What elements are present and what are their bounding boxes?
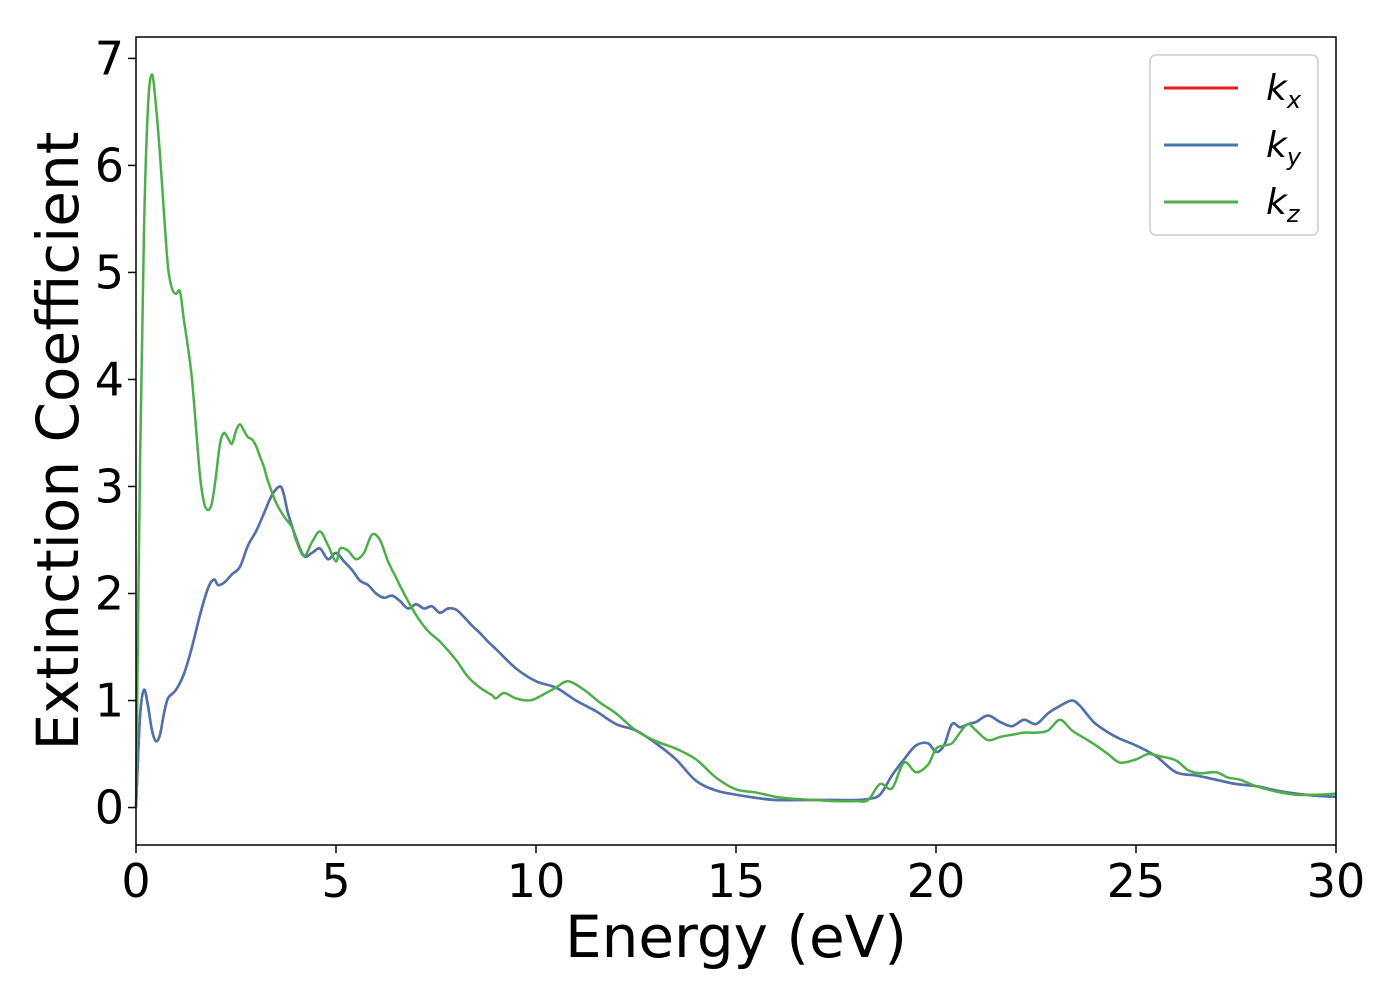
x-tick-label: 0 (121, 854, 150, 908)
y-tick-label: 7 (95, 31, 124, 85)
y-axis-label: Extinction Coefficient (24, 132, 92, 751)
y-tick-label: 5 (95, 245, 124, 299)
y-tick-label: 6 (95, 138, 124, 192)
legend-label-kx: kx (1266, 68, 1302, 114)
x-axis-label: Energy (eV) (565, 903, 907, 971)
y-tick-label: 2 (95, 567, 124, 621)
y-tick-label: 3 (95, 459, 124, 513)
y-tick-label: 1 (95, 674, 124, 728)
legend-label-ky: ky (1266, 125, 1302, 171)
series-layer (134, 73, 1337, 808)
x-tick-label: 30 (1307, 854, 1366, 908)
x-tick-label: 10 (507, 854, 566, 908)
y-axis-ticks: 0 1 2 3 4 5 6 7 (95, 31, 136, 835)
series-line-ky (134, 485, 1337, 808)
y-tick-label: 4 (95, 352, 124, 406)
legend: kx ky kz (1149, 54, 1319, 236)
x-axis-ticks: 0 5 10 15 20 25 30 (121, 845, 1365, 908)
x-tick-label: 15 (707, 854, 766, 908)
legend-label-kz: kz (1266, 182, 1301, 228)
x-tick-label: 20 (907, 854, 966, 908)
series-line-kz (134, 73, 1337, 808)
x-tick-label: 25 (1107, 854, 1166, 908)
x-tick-label: 5 (321, 854, 350, 908)
y-tick-label: 0 (95, 781, 124, 835)
